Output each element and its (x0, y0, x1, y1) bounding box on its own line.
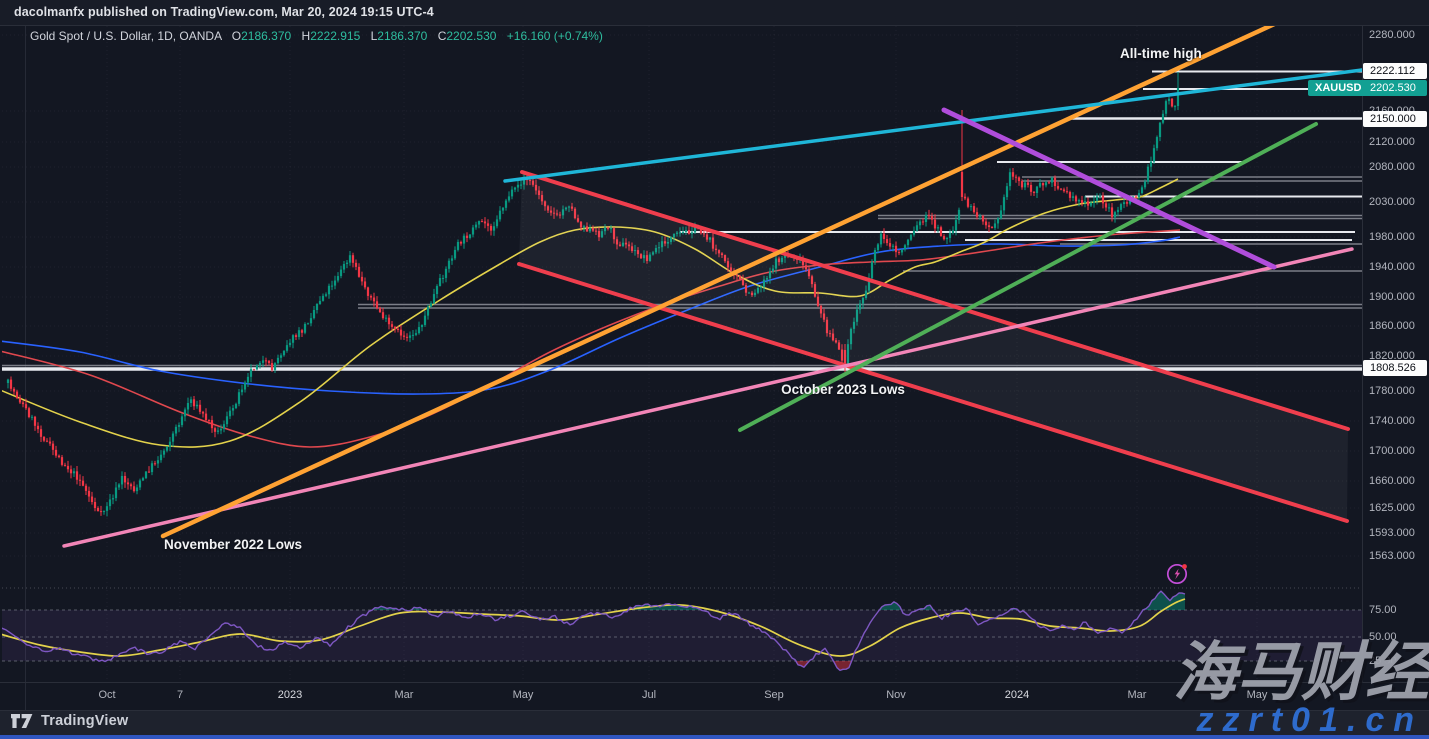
price-tick: 2280.000 (1369, 29, 1415, 41)
time-tick: Mar (1127, 689, 1147, 701)
time-tick: Oct (98, 689, 116, 701)
tradingview-brand-text: TradingView (41, 713, 129, 729)
price-tick: 1780.000 (1369, 385, 1415, 397)
time-tick: 2023 (277, 689, 303, 701)
price-tick: 1900.000 (1369, 291, 1415, 303)
price-tick: 2120.000 (1369, 136, 1415, 148)
price-tick: 25.00 (1369, 655, 1397, 667)
ma-yellow-line (2, 178, 1179, 448)
rsi-pane (2, 590, 1362, 672)
publish-info: dacolmanfx published on TradingView.com,… (14, 5, 434, 19)
footer-divider (0, 710, 1429, 711)
price-tick: 1820.000 (1369, 350, 1415, 362)
orange-uptrend (160, 26, 1276, 539)
rsi-ma-line (2, 598, 1186, 657)
close-label: C (437, 29, 447, 43)
last-price-label: 2202.530 (1363, 80, 1427, 96)
symbol-price-badge: XAUUSD (1308, 80, 1369, 96)
price-tick: 1940.000 (1369, 261, 1415, 273)
rsi-band-fill (2, 610, 1362, 661)
trendline-drawings (62, 26, 1362, 548)
annotation-ath[interactable]: All-time high (1120, 46, 1202, 61)
price-tick: 1593.000 (1369, 527, 1415, 539)
watermark-cjk-text: 海马财经 (1173, 636, 1429, 708)
footer-bar (0, 711, 1429, 739)
channel-top-red (520, 170, 1350, 431)
price-tick: 1700.000 (1369, 445, 1415, 457)
tradingview-logo-link[interactable]: TradingView (11, 713, 128, 729)
time-tick: May (1246, 689, 1268, 701)
level-price-label: 2150.000 (1363, 111, 1427, 127)
cyan-resistance (503, 68, 1362, 183)
price-tick: 2030.000 (1369, 196, 1415, 208)
price-axis-divider[interactable] (1362, 25, 1363, 682)
open-value: 2186.370 (241, 29, 292, 43)
green-uptrend (738, 122, 1318, 432)
price-tick: 1625.000 (1369, 502, 1415, 514)
time-axis-divider (0, 682, 1429, 683)
level-price-label: 1808.526 (1363, 360, 1427, 376)
symbol-info-row: Gold Spot / U.S. Dollar, 1D, OANDA O2186… (30, 29, 603, 43)
ma-blue-line (2, 236, 1181, 395)
horizontal-levels (2, 70, 1362, 371)
close-value: 2202.530 (446, 29, 497, 43)
publish-header: dacolmanfx published on TradingView.com,… (0, 0, 1429, 25)
low-value: 2186.370 (377, 29, 428, 43)
price-tick: 1980.000 (1369, 231, 1415, 243)
purple-downtrend (941, 107, 1277, 270)
pane-border-top (0, 25, 1429, 26)
high-value: 2222.915 (310, 29, 361, 43)
time-tick: Nov (886, 689, 906, 701)
time-tick: 2024 (1004, 689, 1030, 701)
low-label: L (370, 29, 378, 43)
lightning-publish-button[interactable] (1164, 560, 1191, 587)
level-price-label: 2222.112 (1363, 63, 1427, 79)
price-tick: 1563.000 (1369, 550, 1415, 562)
rsi-line (2, 590, 1186, 672)
time-tick: Sep (764, 689, 784, 701)
watermark-url-text: zzrt01.cn (1196, 701, 1423, 739)
time-tick: Jul (641, 689, 657, 701)
high-label: H (301, 29, 311, 43)
lightning-icon (1166, 563, 1188, 585)
symbol-title[interactable]: Gold Spot / U.S. Dollar, 1D, OANDA (30, 29, 222, 43)
open-label: O (231, 29, 242, 43)
price-tick: 1860.000 (1369, 320, 1415, 332)
time-tick: 7 (176, 689, 184, 701)
annotation-nov-lows[interactable]: November 2022 Lows (163, 537, 303, 552)
watermark-bottom-strip (0, 735, 1429, 739)
annotation-oct-lows[interactable]: October 2023 Lows (781, 382, 905, 397)
price-tick: 1660.000 (1369, 475, 1415, 487)
pink-support (62, 247, 1354, 548)
candles (6, 72, 1180, 517)
price-tick: 75.00 (1369, 604, 1397, 616)
time-tick: May (512, 689, 534, 701)
time-tick: Mar (394, 689, 414, 701)
price-tick: 2080.000 (1369, 161, 1415, 173)
grid (2, 26, 1362, 682)
tradingview-logo-icon (11, 714, 33, 728)
change-value: +16.160 (+0.74%) (506, 29, 603, 43)
price-tick: 50.00 (1369, 631, 1397, 643)
price-tick: 1740.000 (1369, 415, 1415, 427)
